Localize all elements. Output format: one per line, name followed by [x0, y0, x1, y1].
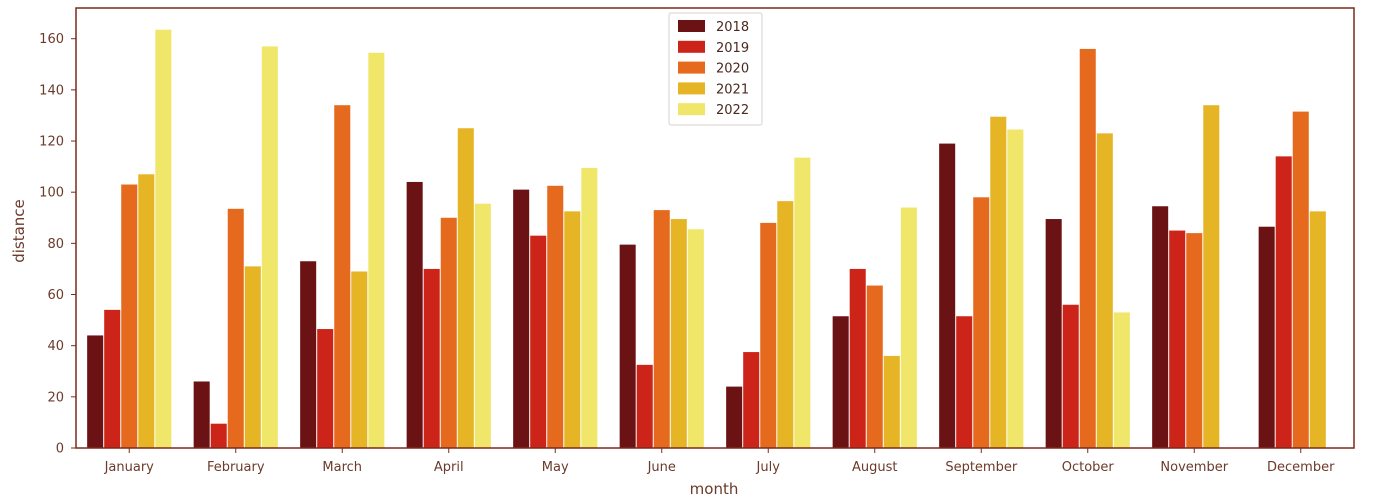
legend-swatch-2020 [678, 61, 705, 74]
bar-2020-august [866, 285, 883, 448]
bar-2020-july [760, 222, 777, 448]
y-tick-label: 160 [39, 32, 64, 47]
bar-2018-february [193, 381, 210, 448]
bar-2019-august [849, 268, 866, 448]
bar-2021-january [138, 174, 155, 449]
legend-label-2018: 2018 [716, 20, 749, 35]
bar-2020-june [653, 210, 670, 448]
x-tick-label: April [434, 460, 464, 475]
x-tick-label: September [945, 460, 1018, 475]
bar-2020-april [440, 217, 457, 448]
bar-2019-march [317, 329, 334, 448]
bar-2022-april [474, 203, 491, 448]
bar-2019-april [423, 268, 440, 448]
bar-2021-november [1203, 105, 1220, 449]
bar-2018-august [832, 316, 849, 448]
bar-2019-november [1169, 230, 1186, 448]
legend-swatch-2022 [678, 103, 705, 116]
x-tick-label: February [207, 460, 265, 475]
legend-label-2022: 2022 [716, 103, 749, 118]
x-tick-label: May [542, 460, 569, 475]
bar-2019-september [956, 316, 973, 448]
bar-2021-december [1309, 211, 1326, 448]
bar-2022-october [1113, 312, 1130, 448]
plot-frame [75, 7, 1355, 449]
x-tick-label: August [852, 460, 898, 475]
bar-2018-october [1045, 219, 1062, 448]
x-axis-label: month [690, 480, 739, 498]
legend-label-2021: 2021 [716, 82, 749, 97]
legend-swatch-2021 [678, 82, 705, 95]
bar-2021-august [883, 355, 900, 448]
bar-2022-january [155, 29, 172, 448]
bar-2019-may [530, 235, 547, 448]
bar-2020-march [334, 105, 351, 449]
bars-group [87, 29, 1326, 449]
bar-2018-november [1152, 206, 1169, 448]
bar-2018-september [939, 143, 956, 448]
y-tick-label: 80 [47, 237, 64, 252]
legend-label-2020: 2020 [716, 62, 749, 77]
y-tick-label: 20 [47, 390, 64, 405]
x-tick-label: November [1160, 460, 1228, 475]
bar-2019-february [210, 423, 227, 448]
bar-2021-february [244, 266, 261, 448]
bar-2022-july [794, 157, 811, 448]
bar-2021-july [777, 201, 794, 448]
bar-2020-may [547, 185, 564, 448]
legend-swatch-2018 [678, 20, 705, 32]
bar-2021-october [1096, 133, 1113, 449]
bar-2020-february [227, 208, 244, 448]
y-tick-label: 120 [39, 135, 64, 150]
bar-2021-may [564, 211, 581, 448]
y-tick-label: 60 [47, 288, 64, 303]
x-tick-label: October [1062, 460, 1115, 475]
bar-2021-september [990, 116, 1007, 448]
x-tick-label: March [322, 460, 362, 475]
bar-2019-october [1062, 304, 1079, 448]
bar-2020-october [1079, 48, 1096, 448]
bar-2022-march [368, 52, 385, 448]
y-axis-label: distance [10, 199, 28, 263]
bar-2021-june [670, 219, 687, 448]
x-axis: January February March April May June July Augu… [104, 448, 1335, 475]
bar-2018-june [619, 244, 636, 448]
bar-2020-december [1292, 111, 1309, 449]
bar-2018-march [300, 261, 317, 448]
legend-swatch-2019 [678, 40, 705, 53]
legend: 2018 2019 2020 2021 2022 [668, 12, 763, 126]
y-tick-label: 100 [39, 186, 64, 201]
bar-2021-march [351, 271, 368, 448]
y-axis: 0 20 40 60 80 100 120 140 160 [39, 32, 76, 457]
y-tick-label: 40 [47, 339, 64, 354]
bar-2019-january [104, 309, 121, 448]
bar-2019-december [1275, 156, 1292, 449]
x-tick-label: June [647, 460, 676, 475]
bar-2018-july [726, 386, 743, 448]
x-tick-label: December [1267, 460, 1335, 475]
x-tick-label: July [756, 460, 781, 475]
bar-2018-april [406, 181, 423, 448]
bar-2020-january [121, 184, 138, 448]
y-tick-label: 140 [39, 83, 64, 98]
bar-2022-september [1007, 129, 1024, 448]
bar-2019-july [743, 352, 760, 448]
bar-2022-february [261, 46, 278, 448]
legend-label-2019: 2019 [716, 41, 749, 56]
x-tick-label: January [104, 460, 155, 475]
bar-2022-august [900, 207, 917, 448]
bar-2020-november [1186, 233, 1203, 448]
bar-2018-january [87, 335, 104, 448]
bar-2021-april [457, 128, 474, 449]
bar-2020-september [973, 197, 990, 448]
bar-2022-may [581, 167, 598, 448]
bar-2018-december [1258, 226, 1275, 448]
bar-2019-june [636, 364, 653, 448]
bar-2018-may [513, 189, 530, 448]
y-tick-label: 0 [56, 442, 64, 457]
bar-2022-june [687, 229, 704, 448]
